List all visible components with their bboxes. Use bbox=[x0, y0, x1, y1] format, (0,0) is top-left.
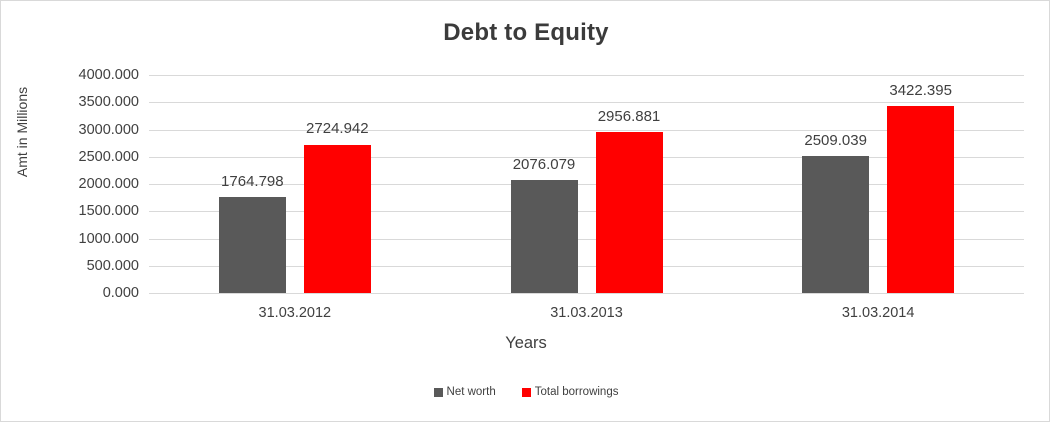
bar[interactable] bbox=[510, 179, 578, 293]
gridline bbox=[149, 238, 1024, 240]
y-axis-tick-label: 500.000 bbox=[86, 257, 139, 274]
bar-data-label: 2076.079 bbox=[512, 155, 576, 173]
bar[interactable] bbox=[802, 156, 870, 293]
x-axis-tick-label: 31.03.2012 bbox=[258, 305, 332, 321]
bar-data-label: 1764.798 bbox=[221, 172, 284, 190]
legend-swatch-icon bbox=[521, 387, 531, 397]
gridline bbox=[149, 265, 1024, 267]
gridline bbox=[149, 293, 1024, 294]
y-axis-tick-label: 2500.000 bbox=[78, 148, 139, 165]
chart-title: Debt to Equity bbox=[443, 19, 609, 46]
x-axis-title: Years bbox=[505, 334, 547, 352]
y-axis-title: Amt in Millions bbox=[14, 86, 30, 178]
gridline bbox=[149, 102, 1024, 104]
gridline bbox=[149, 211, 1024, 213]
y-axis-tick-label: 4000.000 bbox=[78, 67, 139, 83]
legend-label: Total borrowings bbox=[534, 386, 619, 398]
bar-data-label: 2724.942 bbox=[306, 120, 369, 138]
x-axis-tick-label: 31.03.2014 bbox=[841, 305, 915, 321]
gridline bbox=[149, 184, 1024, 185]
legend-item[interactable]: Total borrowings bbox=[521, 386, 619, 398]
y-axis-tick-labels: 0.000 500.000 1000.000 1500.000 2000.000 2500… bbox=[49, 67, 139, 301]
legend-swatch-icon bbox=[433, 387, 443, 397]
bar-data-label: 3422.395 bbox=[889, 82, 952, 100]
gridline bbox=[149, 75, 1024, 76]
bar[interactable] bbox=[303, 144, 371, 293]
bar-data-label: 2956.881 bbox=[597, 107, 661, 125]
legend-label: Net worth bbox=[446, 386, 496, 398]
bar[interactable] bbox=[887, 106, 955, 293]
y-axis-tick-label: 0.000 bbox=[102, 285, 139, 301]
bar-data-label: 2509.039 bbox=[804, 132, 867, 150]
bar[interactable] bbox=[595, 131, 663, 293]
y-axis-tick-label: 2000.000 bbox=[78, 176, 139, 192]
y-axis-tick-label: 3000.000 bbox=[78, 121, 139, 138]
plot-area: 1764.798 2724.942 2076.079 2956.881 2509.039… bbox=[149, 75, 1024, 294]
x-axis-tick-label: 31.03.2013 bbox=[550, 305, 623, 321]
chart-legend: Net worth Total borrowings bbox=[1, 386, 1049, 398]
gridline bbox=[149, 129, 1024, 131]
gridline bbox=[149, 156, 1024, 158]
y-axis-tick-label: 1500.000 bbox=[78, 203, 139, 220]
legend-item[interactable]: Net worth bbox=[433, 386, 496, 398]
bar[interactable] bbox=[218, 196, 286, 293]
y-axis-tick-label: 1000.000 bbox=[78, 230, 139, 247]
y-axis-tick-label: 3500.000 bbox=[78, 94, 139, 111]
